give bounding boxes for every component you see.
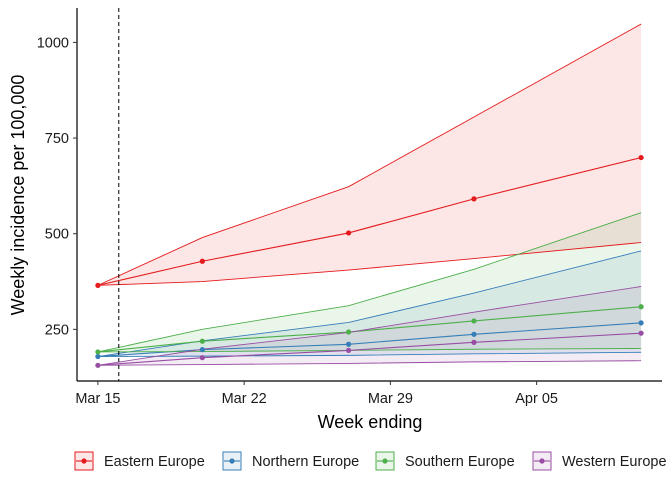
y-ticks: 250 500 750 1000	[37, 35, 77, 338]
eastern-europe-legend-point	[81, 458, 87, 464]
northern-europe-legend-label: Northern Europe	[252, 454, 359, 470]
southern-europe-point	[199, 338, 205, 344]
northern-europe-lower-line	[97, 351, 642, 357]
western-europe-point	[199, 355, 205, 361]
y-tick-label: 750	[45, 131, 69, 147]
western-europe-point	[346, 347, 352, 353]
x-axis-title: Week ending	[318, 412, 423, 432]
y-axis-title: Weekly incidence per 100,000	[8, 75, 28, 316]
eastern-europe-point	[199, 258, 205, 264]
southern-europe-legend-point	[382, 458, 388, 464]
eastern-europe-point	[638, 154, 644, 161]
x-tick-label: Mar 15	[75, 391, 120, 407]
western-europe-band	[97, 286, 642, 366]
western-europe-legend-label: Western Europe	[562, 454, 667, 470]
northern-europe-point	[471, 331, 477, 337]
western-europe-legend-point	[539, 458, 545, 464]
y-tick-label: 1000	[37, 35, 69, 51]
eastern-europe-band	[97, 24, 642, 286]
western-europe-lower-line	[97, 360, 642, 366]
x-tick-label: Apr 05	[515, 391, 558, 407]
data-points	[95, 154, 644, 368]
southern-europe-upper-line	[97, 212, 642, 353]
northern-europe-upper-line	[97, 250, 642, 357]
y-tick-label: 250	[45, 322, 69, 338]
southern-europe-legend-label: Southern Europe	[405, 454, 515, 470]
northern-europe-point	[199, 347, 205, 353]
x-tick-label: Mar 29	[368, 391, 413, 407]
y-tick-label: 500	[45, 227, 69, 243]
southern-europe-point	[346, 329, 352, 335]
eastern-europe-upper-line	[97, 23, 642, 286]
eastern-europe-point	[346, 230, 352, 236]
northern-europe-band	[97, 250, 642, 357]
x-ticks: Mar 15 Mar 22 Mar 29 Apr 05	[75, 381, 558, 407]
legend: Eastern Europe Northern Europe Southern Eu…	[74, 451, 667, 471]
western-europe-point	[638, 330, 644, 336]
western-europe-point	[95, 362, 101, 368]
eastern-europe-legend-label: Eastern Europe	[104, 454, 205, 470]
northern-europe-point	[346, 341, 352, 347]
northern-europe-point	[95, 353, 101, 360]
x-tick-label: Mar 22	[222, 391, 267, 407]
southern-europe-point	[638, 304, 644, 310]
southern-europe-point	[471, 318, 477, 324]
southern-europe-band	[97, 212, 642, 352]
confidence-bands	[97, 24, 642, 366]
axes	[76, 8, 662, 382]
eastern-europe-point	[471, 196, 477, 202]
northern-europe-legend-point	[229, 458, 235, 464]
eastern-europe-lower-line	[97, 242, 642, 286]
eastern-europe-point	[95, 282, 101, 288]
western-europe-point	[471, 339, 477, 345]
northern-europe-point	[638, 320, 644, 326]
southern-europe-point	[95, 349, 101, 355]
